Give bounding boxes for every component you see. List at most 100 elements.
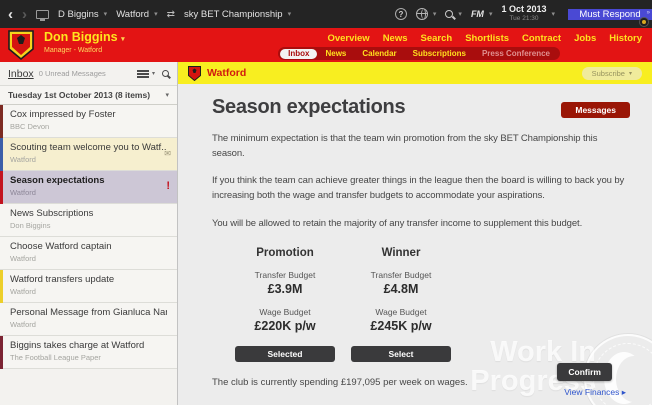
secondary-nav: Inbox News Calendar Subscriptions Press … [278, 47, 560, 60]
paragraph: You will be allowed to retain the majori… [212, 217, 583, 229]
paragraph: If you think the team can achieve greate… [212, 175, 625, 202]
message-title: Cox impressed by Foster [10, 109, 116, 120]
messages-button[interactable]: Messages [561, 102, 630, 118]
club-name[interactable]: Watford [207, 67, 247, 79]
page-title: Season expectations [212, 96, 406, 118]
date-group-header[interactable]: Tuesday 1st October 2013 (8 items) ▾ [0, 86, 177, 105]
nav-overview[interactable]: Overview [327, 33, 370, 44]
back-icon[interactable]: ‹ [8, 5, 13, 23]
message-source: Don Biggins [10, 221, 51, 230]
tab-news[interactable]: News [325, 48, 347, 58]
list-item[interactable]: Scouting team welcome you to Watf... Wat… [0, 138, 177, 171]
must-respond-label: Must Respond [579, 8, 641, 20]
nav-search[interactable]: Search [420, 33, 453, 44]
transfer-budget-label: Transfer Budget [254, 269, 316, 280]
chevron-down-icon[interactable]: ▾ [287, 11, 292, 18]
title-bar-right: ? ▾ ▾ FM ▾ 1 Oct 2013 Tue 21:30 ▾ Must R… [394, 0, 652, 28]
body: Inbox 0 Unread Messages ▾ Tuesday 1st Oc… [0, 62, 652, 405]
club-select[interactable]: Watford [116, 8, 150, 20]
menu-icon[interactable] [136, 69, 149, 78]
manager-role: Manager - Watford [44, 46, 103, 54]
wage-budget-label: Wage Budget [375, 306, 427, 317]
nav-jobs[interactable]: Jobs [574, 33, 597, 44]
category-stripe [0, 336, 3, 369]
option-name: Winner [381, 246, 421, 259]
select-button[interactable]: Select [351, 345, 451, 362]
news-content: Season expectations Messages The minimum… [178, 84, 652, 388]
chevron-down-icon[interactable]: ▾ [551, 11, 555, 18]
chevron-down-icon: ▾ [628, 70, 632, 77]
view-finances-link[interactable]: View Finances ▸ [564, 387, 626, 397]
message-title: Scouting team welcome you to Watf... [10, 142, 167, 153]
inbox-title[interactable]: Inbox [8, 67, 34, 80]
transfer-budget-value: £3.9M [267, 281, 303, 296]
transfer-budget-value: £4.8M [383, 281, 419, 296]
manager-name: Don Biggins [44, 30, 118, 44]
message-title: Choose Watford captain [10, 241, 112, 252]
chevron-down-icon[interactable]: ▾ [165, 92, 169, 99]
nav-contract[interactable]: Contract [522, 33, 562, 44]
chevron-down-icon[interactable]: ▾ [458, 11, 462, 18]
swap-icon[interactable]: ⇄ [166, 8, 176, 20]
paragraph: The minimum expectation is that the team… [212, 133, 598, 159]
list-item[interactable]: Personal Message from Gianluca Nani Watf… [0, 303, 177, 336]
category-stripe [0, 138, 3, 171]
nav-news[interactable]: News [382, 33, 408, 44]
watford-crest-small-icon [188, 65, 201, 81]
manager-header: Don Biggins ▾ Manager - Watford Overview… [0, 28, 652, 62]
list-item[interactable]: Cox impressed by Foster BBC Devon [0, 105, 177, 138]
selected-button[interactable]: Selected [235, 345, 335, 362]
manager-select[interactable]: D Biggins [58, 8, 99, 20]
option-winner: Winner Transfer Budget £4.8M Wage Budget… [348, 247, 454, 362]
chevron-down-icon[interactable]: ▾ [488, 11, 493, 18]
monitor-icon[interactable] [36, 9, 49, 21]
time-label: Tue 21:30 [509, 15, 539, 23]
chevron-down-icon[interactable]: ▾ [121, 36, 125, 43]
list-item[interactable]: Watford transfers update Watford [0, 270, 177, 303]
help-icon[interactable]: ? [394, 8, 407, 20]
search-icon[interactable] [445, 10, 454, 18]
competition-select[interactable]: sky BET Championship [184, 8, 283, 20]
category-stripe [0, 171, 3, 204]
nav-shortlists[interactable]: Shortlists [465, 33, 510, 44]
date-label: 1 Oct 2013 [501, 4, 547, 15]
message-title: News Subscriptions [10, 208, 94, 219]
nav-history[interactable]: History [609, 33, 642, 44]
confirm-button[interactable]: Confirm [557, 363, 612, 381]
chevron-down-icon[interactable]: ▾ [103, 11, 108, 18]
wage-footnote: The club is currently spending £197,095 … [212, 376, 468, 388]
fm-menu[interactable]: FM [470, 9, 484, 19]
list-item[interactable]: Biggins takes charge at Watford The Foot… [0, 336, 177, 369]
message-source: The Football League Paper [10, 353, 101, 362]
date-group-label: Tuesday 1st October 2013 (8 items) [8, 90, 151, 100]
globe-icon[interactable] [415, 8, 428, 20]
wage-budget-value: £220K p/w [254, 318, 316, 333]
tab-inbox[interactable]: Inbox [280, 48, 318, 59]
chevron-down-icon[interactable]: ▾ [154, 11, 158, 18]
subscribe-button[interactable]: Subscribe ▾ [581, 66, 642, 80]
option-name: Promotion [256, 246, 314, 259]
si-seal-icon [584, 334, 652, 405]
tab-subscriptions[interactable]: Subscriptions [412, 48, 466, 58]
option-promotion: Promotion Transfer Budget £3.9M Wage Bud… [232, 247, 338, 362]
message-title: Watford transfers update [10, 274, 115, 285]
title-bar: ‹ › D Biggins ▾ Watford ▾ ⇄ sky BET Cham… [0, 0, 652, 28]
wage-budget-label: Wage Budget [259, 306, 311, 317]
chevron-down-icon[interactable]: ▾ [432, 11, 437, 18]
continue-timer-icon[interactable] [639, 17, 649, 27]
tab-calendar[interactable]: Calendar [362, 48, 397, 58]
manager-identity[interactable]: Don Biggins ▾ Manager - Watford [44, 31, 125, 54]
title-bar-left: ‹ › D Biggins ▾ Watford ▾ ⇄ sky BET Cham… [0, 0, 299, 28]
list-item[interactable]: Choose Watford captain Watford [0, 237, 177, 270]
list-item[interactable]: News Subscriptions Don Biggins [0, 204, 177, 237]
list-item-selected[interactable]: Season expectations Watford ! [0, 171, 177, 204]
game-date: 1 Oct 2013 Tue 21:30 [501, 4, 547, 23]
must-respond-button[interactable]: Must Respond » [568, 8, 652, 20]
wage-budget-value: £245K p/w [370, 318, 432, 333]
search-icon[interactable] [162, 70, 169, 77]
message-source: BBC Devon [10, 122, 50, 131]
forward-icon[interactable]: › [22, 5, 27, 23]
message-source: Watford [10, 254, 36, 263]
message-source: Watford [10, 320, 36, 329]
chevron-down-icon[interactable]: ▾ [151, 71, 155, 77]
